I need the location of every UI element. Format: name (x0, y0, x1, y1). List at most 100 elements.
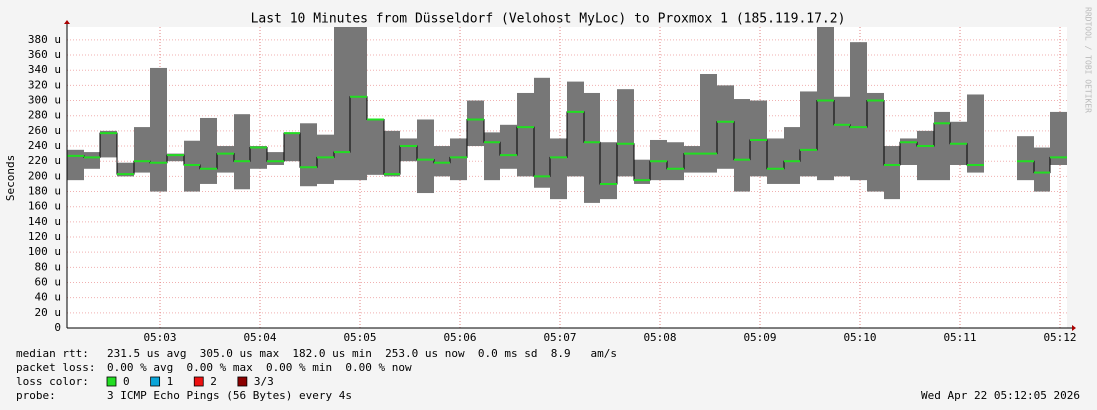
smoke (917, 130, 934, 181)
loss-label: 2 (210, 375, 217, 388)
legend-label: loss color: (16, 375, 89, 388)
smoke (517, 92, 534, 177)
smoke (67, 149, 84, 181)
date-text: Wed Apr 22 05:12:05 2026 (921, 389, 1080, 402)
y-tick-label: 0 (54, 321, 61, 334)
loss-label: 3/3 (254, 375, 274, 388)
legend-label: packet loss: (16, 361, 95, 374)
smoke (300, 123, 317, 187)
smoke (100, 130, 117, 158)
smoke (967, 94, 984, 173)
y-tick-label: 360 u (28, 48, 61, 61)
smoke (1034, 147, 1050, 192)
loss-swatch (193, 376, 204, 387)
watermark: RRDTOOL / TOBI OETIKER (1084, 7, 1093, 113)
smoke (350, 27, 367, 181)
smoke (834, 96, 850, 177)
y-tick-label: 300 u (28, 94, 61, 107)
smoke (500, 124, 517, 169)
legend-label: probe: (16, 389, 56, 402)
legend-label: median rtt: (16, 347, 89, 360)
x-arrow (1072, 325, 1076, 331)
legend-text: 231.5 us avg 305.0 us max 182.0 us min 2… (107, 347, 617, 360)
smoke (484, 132, 500, 181)
x-tick-label: 05:10 (843, 331, 876, 344)
y-tick-label: 320 u (28, 78, 61, 91)
y-tick-label: 120 u (28, 230, 61, 243)
y-tick-label: 20 u (35, 306, 62, 319)
smoke (317, 134, 334, 184)
smoke (667, 142, 684, 181)
y-tick-label: 60 u (35, 276, 62, 289)
smoke (850, 42, 867, 181)
smoke (900, 138, 917, 165)
smoke (200, 117, 217, 184)
smoke (450, 138, 467, 181)
smoke (684, 146, 700, 173)
x-tick-label: 05:05 (343, 331, 376, 344)
y-tick-label: 280 u (28, 109, 61, 122)
x-tick-label: 05:11 (943, 331, 976, 344)
y-tick-label: 220 u (28, 154, 61, 167)
smoke (467, 100, 484, 147)
smoke (534, 77, 550, 188)
smoke (584, 92, 600, 203)
smoke (750, 100, 767, 177)
smoke (617, 89, 634, 177)
y-tick-label: 180 u (28, 185, 61, 198)
smoke (417, 119, 434, 194)
y-tick-label: 80 u (35, 260, 62, 273)
smoke (717, 85, 734, 169)
smoke (884, 146, 900, 200)
y-tick-label: 260 u (28, 124, 61, 137)
smoke (84, 152, 100, 169)
smoke (150, 67, 167, 192)
smoke (250, 146, 267, 169)
probe-text: 3 ICMP Echo Pings (56 Bytes) every 4s (107, 389, 352, 402)
loss-swatch (106, 376, 117, 387)
smoke (400, 138, 417, 162)
y-tick-label: 140 u (28, 215, 61, 228)
smoke (284, 132, 300, 162)
smoke (234, 114, 250, 190)
x-tick-label: 05:12 (1043, 331, 1076, 344)
chart-title: Last 10 Minutes from Düsseldorf (Velohos… (251, 12, 846, 27)
smoke (634, 159, 650, 184)
x-tick-label: 05:08 (643, 331, 676, 344)
smoke (650, 139, 667, 181)
loss-swatch (237, 376, 248, 387)
y-tick-label: 200 u (28, 169, 61, 182)
smoke (367, 119, 384, 175)
x-tick-label: 05:09 (743, 331, 776, 344)
loss-label: 1 (167, 375, 174, 388)
smoke (334, 27, 350, 181)
smoke (384, 130, 400, 177)
smoke (817, 27, 834, 181)
x-tick-label: 05:04 (243, 331, 276, 344)
x-tick-label: 05:06 (443, 331, 476, 344)
smoke (167, 153, 184, 162)
smoke (734, 99, 750, 192)
smoke (784, 127, 800, 184)
smoke (600, 142, 617, 200)
smoke (800, 91, 817, 177)
smoke (184, 140, 200, 192)
y-tick-label: 340 u (28, 63, 61, 76)
legend-text: 0.00 % avg 0.00 % max 0.00 % min 0.00 % … (107, 361, 412, 374)
y-tick-label: 40 u (35, 291, 62, 304)
smoke (1017, 136, 1034, 181)
smoke (134, 127, 150, 173)
loss-label: 0 (123, 375, 130, 388)
smoke (700, 74, 717, 173)
smoke (767, 138, 784, 184)
x-tick-label: 05:07 (543, 331, 576, 344)
smoke (550, 138, 567, 200)
smoke (567, 81, 584, 177)
y-arrow (64, 20, 70, 24)
smoke (934, 111, 950, 181)
y-tick-label: 100 u (28, 245, 61, 258)
y-tick-label: 240 u (28, 139, 61, 152)
smoke (1050, 111, 1067, 165)
smoke (217, 146, 234, 173)
